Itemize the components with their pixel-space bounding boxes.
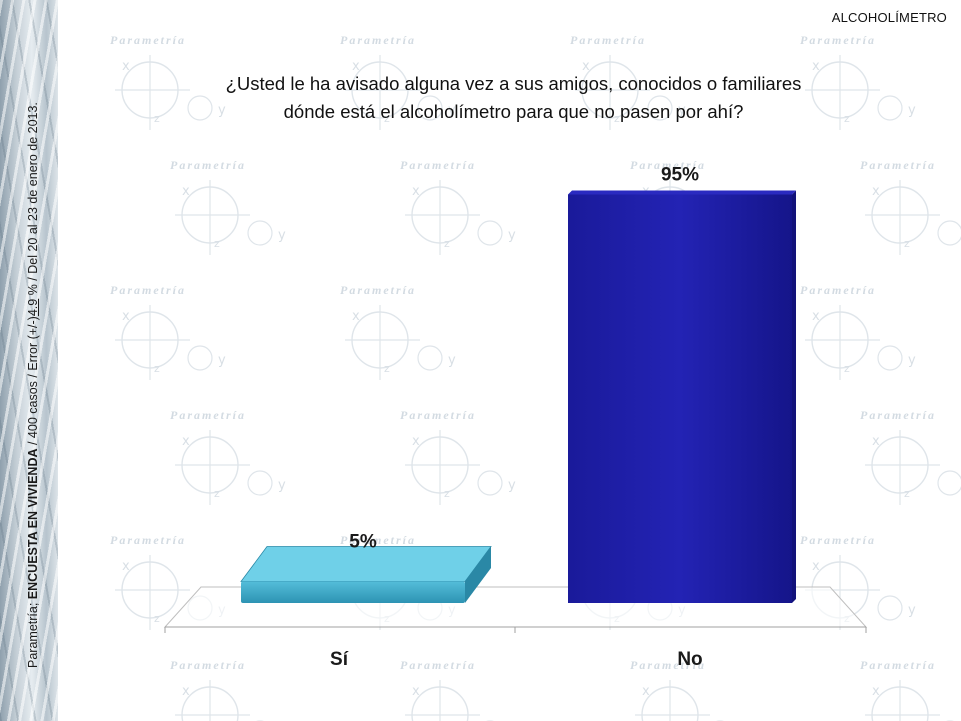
svg-text:Parametría: Parametría (860, 408, 936, 422)
svg-text:x: x (122, 559, 130, 574)
svg-text:y: y (508, 478, 516, 493)
svg-text:x: x (642, 684, 650, 699)
svg-text:Parametría: Parametría (570, 33, 646, 47)
svg-text:x: x (182, 684, 190, 699)
section-label: ALCOHOLÍMETRO (831, 10, 947, 25)
svg-text:Parametría: Parametría (800, 33, 876, 47)
svg-text:Parametría: Parametría (170, 658, 246, 672)
bar-top-face (568, 190, 796, 195)
svg-text:Parametría: Parametría (340, 33, 416, 47)
svg-text:Parametría: Parametría (110, 533, 186, 547)
svg-text:z: z (614, 112, 620, 125)
svg-text:z: z (904, 487, 910, 500)
category-label-si: Sí (330, 649, 349, 670)
svg-text:x: x (122, 59, 130, 74)
svg-text:Parametría: Parametría (630, 158, 706, 172)
svg-text:x: x (582, 59, 590, 74)
svg-text:x: x (812, 559, 820, 574)
svg-text:x: x (412, 434, 420, 449)
svg-text:x: x (352, 309, 360, 324)
svg-text:z: z (444, 237, 450, 250)
svg-text:z: z (844, 112, 850, 125)
svg-text:x: x (812, 309, 820, 324)
svg-text:Parametría: Parametría (400, 408, 476, 422)
svg-text:x: x (872, 434, 880, 449)
svg-text:Parametría: Parametría (400, 658, 476, 672)
svg-text:x: x (122, 309, 130, 324)
svg-text:y: y (448, 103, 456, 118)
svg-text:y: y (278, 228, 286, 243)
svg-text:Parametría: Parametría (170, 408, 246, 422)
svg-text:y: y (908, 353, 916, 368)
svg-text:Parametría: Parametría (110, 33, 186, 47)
svg-text:Parametría: Parametría (860, 658, 936, 672)
svg-text:x: x (182, 184, 190, 199)
decorative-side-strip (0, 0, 58, 721)
svg-text:Parametría: Parametría (340, 283, 416, 297)
bar-front-face (568, 194, 792, 603)
svg-text:z: z (214, 487, 220, 500)
svg-text:y: y (278, 478, 286, 493)
bar-side-face (792, 190, 796, 603)
svg-text:x: x (872, 184, 880, 199)
data-label-no: 95% (661, 165, 699, 186)
bar-front-face (241, 581, 465, 603)
bar-no (568, 190, 796, 603)
svg-text:Parametría: Parametría (340, 533, 416, 547)
bar-side-face (465, 546, 491, 603)
svg-text:x: x (812, 59, 820, 74)
svg-text:Parametría: Parametría (800, 283, 876, 297)
data-label-si: 5% (349, 532, 377, 553)
svg-text:x: x (412, 684, 420, 699)
svg-text:x: x (352, 59, 360, 74)
svg-text:y: y (908, 603, 916, 618)
svg-text:z: z (154, 362, 160, 375)
svg-text:Parametría: Parametría (800, 533, 876, 547)
svg-text:Parametría: Parametría (630, 658, 706, 672)
svg-text:z: z (384, 362, 390, 375)
svg-text:z: z (154, 112, 160, 125)
svg-text:Parametría: Parametría (400, 158, 476, 172)
chart-question-title: ¿Usted le ha avisado alguna vez a sus am… (225, 73, 802, 122)
svg-text:z: z (384, 112, 390, 125)
svg-text:y: y (678, 103, 686, 118)
svg-text:y: y (508, 228, 516, 243)
svg-text:x: x (872, 684, 880, 699)
svg-text:z: z (214, 237, 220, 250)
svg-text:z: z (904, 237, 910, 250)
svg-text:z: z (844, 362, 850, 375)
svg-text:Parametría: Parametría (170, 158, 246, 172)
svg-text:z: z (154, 612, 160, 625)
svg-text:Parametría: Parametría (860, 158, 936, 172)
svg-text:y: y (218, 353, 226, 368)
svg-text:y: y (218, 103, 226, 118)
svg-text:x: x (182, 434, 190, 449)
svg-text:z: z (444, 487, 450, 500)
svg-text:Parametría: Parametría (110, 283, 186, 297)
svg-text:y: y (448, 353, 456, 368)
svg-text:x: x (412, 184, 420, 199)
bar-si (240, 546, 492, 603)
svg-text:y: y (908, 103, 916, 118)
category-label-no: No (677, 649, 702, 670)
